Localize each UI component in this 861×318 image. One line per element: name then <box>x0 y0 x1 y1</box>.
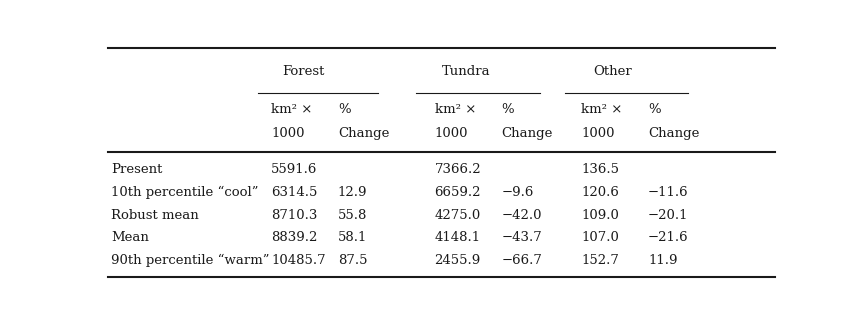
Text: −20.1: −20.1 <box>648 209 689 222</box>
Text: −42.0: −42.0 <box>501 209 542 222</box>
Text: Forest: Forest <box>282 65 325 78</box>
Text: −21.6: −21.6 <box>648 231 689 244</box>
Text: km² ×: km² × <box>581 103 623 116</box>
Text: 8710.3: 8710.3 <box>271 209 318 222</box>
Text: 152.7: 152.7 <box>581 254 619 267</box>
Text: 55.8: 55.8 <box>338 209 367 222</box>
Text: 1000: 1000 <box>581 127 615 140</box>
Text: −9.6: −9.6 <box>501 186 534 199</box>
Text: Mean: Mean <box>111 231 149 244</box>
Text: 6659.2: 6659.2 <box>435 186 481 199</box>
Text: Change: Change <box>338 127 389 140</box>
Text: 10485.7: 10485.7 <box>271 254 325 267</box>
Text: 7366.2: 7366.2 <box>435 163 481 176</box>
Text: km² ×: km² × <box>271 103 313 116</box>
Text: 107.0: 107.0 <box>581 231 619 244</box>
Text: 4148.1: 4148.1 <box>435 231 480 244</box>
Text: 58.1: 58.1 <box>338 231 367 244</box>
Text: %: % <box>648 103 660 116</box>
Text: −66.7: −66.7 <box>501 254 542 267</box>
Text: 5591.6: 5591.6 <box>271 163 318 176</box>
Text: 6314.5: 6314.5 <box>271 186 318 199</box>
Text: 120.6: 120.6 <box>581 186 619 199</box>
Text: km² ×: km² × <box>435 103 476 116</box>
Text: 12.9: 12.9 <box>338 186 368 199</box>
Text: Change: Change <box>648 127 699 140</box>
Text: 8839.2: 8839.2 <box>271 231 318 244</box>
Text: Change: Change <box>501 127 553 140</box>
Text: Other: Other <box>593 65 632 78</box>
Text: 2455.9: 2455.9 <box>435 254 480 267</box>
Text: Present: Present <box>111 163 163 176</box>
Text: 1000: 1000 <box>271 127 305 140</box>
Text: −11.6: −11.6 <box>648 186 689 199</box>
Text: 10th percentile “cool”: 10th percentile “cool” <box>111 186 258 199</box>
Text: −43.7: −43.7 <box>501 231 542 244</box>
Text: 136.5: 136.5 <box>581 163 619 176</box>
Text: 1000: 1000 <box>435 127 468 140</box>
Text: %: % <box>501 103 514 116</box>
Text: 109.0: 109.0 <box>581 209 619 222</box>
Text: 90th percentile “warm”: 90th percentile “warm” <box>111 254 269 267</box>
Text: 4275.0: 4275.0 <box>435 209 480 222</box>
Text: Tundra: Tundra <box>443 65 491 78</box>
Text: %: % <box>338 103 350 116</box>
Text: Robust mean: Robust mean <box>111 209 199 222</box>
Text: 87.5: 87.5 <box>338 254 368 267</box>
Text: 11.9: 11.9 <box>648 254 678 267</box>
